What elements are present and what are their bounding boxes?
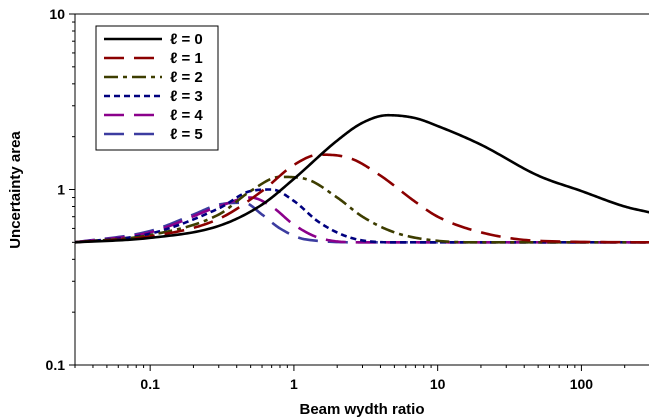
ticks: 0.1 1 10 100 0.1 1 10	[46, 6, 626, 392]
series-line-l1	[74, 153, 649, 244]
legend-label: ℓ = 2	[170, 69, 203, 86]
legend-label: ℓ = 3	[170, 88, 203, 105]
y-axis-label: Uncertainty area	[7, 131, 24, 249]
x-axis-label: Beam wydth ratio	[299, 401, 424, 418]
series-line-l2	[74, 175, 649, 244]
series-line-l3	[74, 188, 649, 244]
series-line-l0	[74, 113, 649, 244]
legend-box	[95, 25, 219, 151]
legend-label: ℓ = 5	[170, 126, 203, 143]
x-tick-label: 10	[430, 376, 446, 392]
x-tick-label: 1	[290, 376, 298, 392]
legend: ℓ = 0 ℓ = 1 ℓ = 2 ℓ = 3 ℓ = 4 ℓ = 5	[95, 25, 219, 151]
y-tick-label: 0.1	[46, 357, 66, 373]
legend-label: ℓ = 0	[170, 31, 203, 48]
series-line-l4	[74, 196, 649, 244]
x-tick-label: 100	[570, 376, 594, 392]
x-tick-label: 0.1	[140, 376, 160, 392]
series-layer	[74, 113, 649, 244]
y-tick-label: 10	[49, 6, 65, 22]
legend-label: ℓ = 4	[170, 107, 203, 124]
legend-label: ℓ = 1	[170, 50, 203, 67]
y-tick-label: 1	[57, 182, 65, 198]
